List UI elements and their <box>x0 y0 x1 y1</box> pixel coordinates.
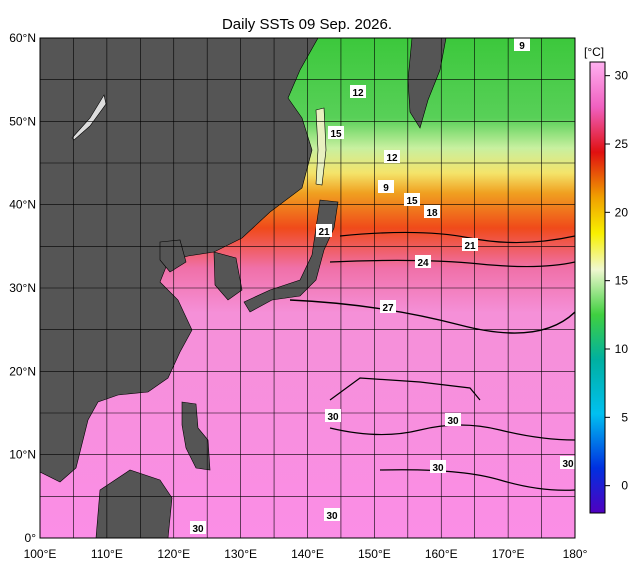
lon-label: 160°E <box>425 547 458 561</box>
colorbar-unit: [°C] <box>584 45 604 59</box>
map-frame <box>39 37 576 539</box>
contour-label: 18 <box>426 208 438 219</box>
contour-label: 15 <box>406 196 418 207</box>
contour-labels: 9 12 15 12 9 15 18 21 21 24 27 30 30 30 30 30 30 <box>190 38 575 535</box>
land-sakhalin <box>315 107 327 186</box>
isotherm <box>289 299 575 334</box>
contour-label-box <box>328 126 344 139</box>
lon-label: 130°E <box>224 547 257 561</box>
contour-label-box <box>350 85 366 98</box>
contour-label: 30 <box>192 524 204 535</box>
contour-label-box <box>462 238 478 251</box>
colorbar-tick-label: 25 <box>615 137 629 151</box>
axes: 60°N 50°N 40°N 30°N 20°N 10°N 0° 100°E 110°E 120°… <box>9 31 628 561</box>
lon-label: 170°E <box>492 547 525 561</box>
isotherm <box>329 377 481 401</box>
contour-label: 30 <box>432 463 444 474</box>
contour-label-box <box>445 413 461 426</box>
land-japan <box>243 199 339 313</box>
lon-label: 120°E <box>157 547 190 561</box>
isotherm <box>339 231 575 244</box>
contour-label-box <box>316 224 332 237</box>
land-kamchatka <box>407 38 447 129</box>
contour-label-box <box>415 255 431 268</box>
colorbar-tick-label: 0 <box>621 479 628 493</box>
contour-label: 30 <box>327 412 339 423</box>
contour-label: 27 <box>382 303 394 314</box>
lon-label: 150°E <box>358 547 391 561</box>
land-borneo <box>95 469 173 538</box>
colorbar-tick-label: 5 <box>621 410 628 424</box>
contour-label-box <box>325 409 341 422</box>
lat-label: 50°N <box>9 114 36 128</box>
map-area: 9 12 15 12 9 15 18 21 21 24 27 30 30 30 30 30 30 <box>40 38 575 538</box>
lon-label: 100°E <box>24 547 57 561</box>
contour-label: 9 <box>519 41 525 52</box>
lat-label: 60°N <box>9 31 36 45</box>
contour-label: 30 <box>562 459 574 470</box>
contour-label-box <box>384 150 400 163</box>
contour-label-box <box>380 300 396 313</box>
colorbar-tick-label: 10 <box>615 342 629 356</box>
title: Daily SSTs 09 Sep. 2026. <box>222 16 392 33</box>
lat-label: 40°N <box>9 198 36 212</box>
lat-label: 0° <box>25 531 37 545</box>
isotherm <box>329 259 575 268</box>
lon-label: 180° <box>563 547 588 561</box>
lon-label: 110°E <box>91 547 123 561</box>
contour-label: 24 <box>417 258 429 269</box>
colorbar-tick-label: 20 <box>615 205 629 219</box>
lat-label: 10°N <box>9 448 36 462</box>
land-shandong <box>159 239 187 273</box>
contour-label: 12 <box>386 153 398 164</box>
contour-label-box <box>404 193 420 206</box>
contour-label: 21 <box>318 227 330 238</box>
contour-label-box <box>378 180 394 193</box>
contour-label-box <box>430 460 446 473</box>
contour-label: 12 <box>352 88 364 99</box>
lat-label: 30°N <box>9 281 36 295</box>
contour-label: 30 <box>447 416 459 427</box>
contour-label-box <box>424 205 440 218</box>
land-philippines <box>181 401 211 471</box>
contour-label: 9 <box>383 183 389 194</box>
contour-label-box <box>324 508 340 521</box>
isotherm <box>379 469 575 491</box>
contour-label: 15 <box>330 129 342 140</box>
contour-label-box <box>560 456 575 469</box>
contour-label-box <box>514 38 530 51</box>
contour-label: 21 <box>464 241 476 252</box>
colorbar-tick-label: 15 <box>615 274 629 288</box>
colorbar <box>589 61 606 514</box>
graticule <box>40 38 575 538</box>
contour-label: 30 <box>326 511 338 522</box>
contour-label-box <box>190 521 206 534</box>
colorbar-tick-label: 30 <box>615 69 629 83</box>
land-asia <box>40 38 319 483</box>
land-lake <box>71 94 107 141</box>
lon-label: 140°E <box>291 547 324 561</box>
lat-label: 20°N <box>9 364 36 378</box>
